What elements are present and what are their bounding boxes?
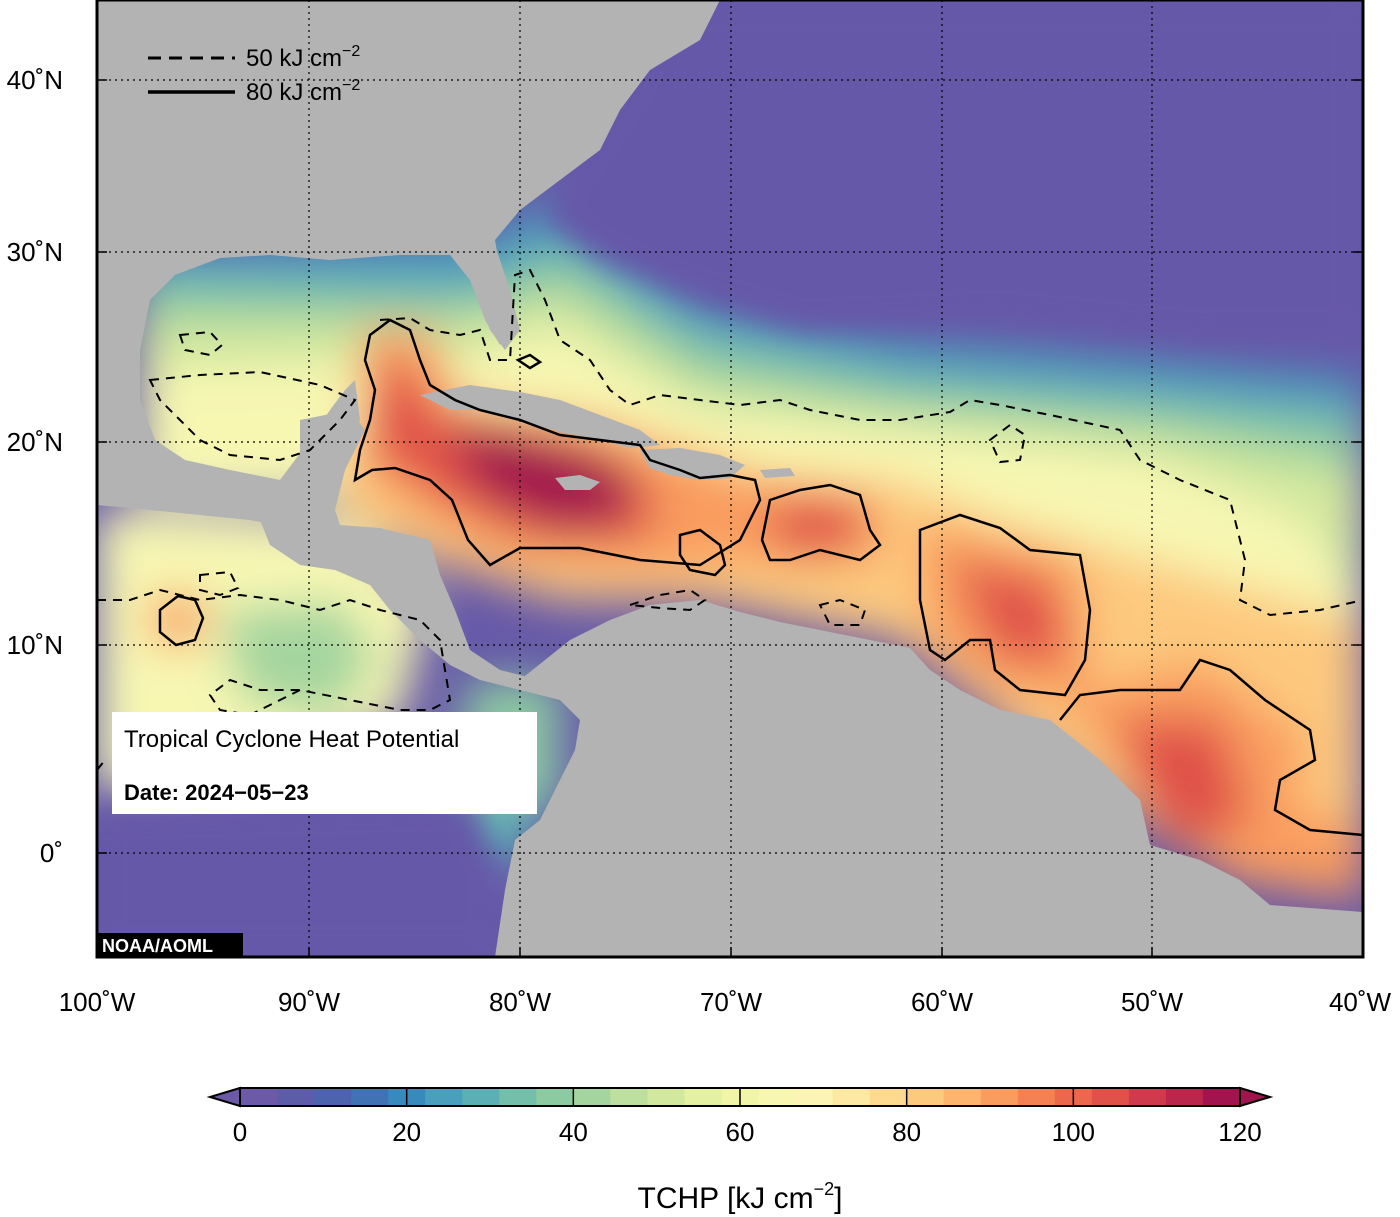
contours-dashed <box>97 268 1363 771</box>
colorbar-cell <box>240 1088 278 1106</box>
lat-tick-label: 10˚N <box>7 630 63 660</box>
map-frame <box>95 0 1365 959</box>
legend-dashed-sup: −2 <box>342 43 360 60</box>
lat-tick-labels: 40˚N 30˚N 20˚N 10˚N 0˚ <box>7 65 63 868</box>
credit-label: NOAA/AOML <box>102 936 213 956</box>
lon-tick-label: 50˚W <box>1121 987 1184 1017</box>
colorbar-cell <box>425 1088 463 1106</box>
lon-tick-label: 70˚W <box>700 987 763 1017</box>
lon-tick-label: 60˚W <box>911 987 974 1017</box>
puerto-rico-land <box>760 468 795 478</box>
colorbar-cell <box>277 1088 315 1106</box>
colorbar-tick-label: 80 <box>892 1117 921 1147</box>
colorbar-cell <box>647 1088 686 1106</box>
credit-background <box>97 933 243 957</box>
colorbar-title-main: TCHP [kJ cm <box>638 1182 814 1215</box>
contour-80-caribbean <box>353 318 762 567</box>
contour-80-bahamas <box>515 353 543 370</box>
lon-tick-label: 100˚W <box>59 987 136 1017</box>
land-masses <box>97 0 1363 957</box>
colorbar-title: TCHP [kJ cm−2] <box>638 1179 843 1215</box>
map-ticks <box>97 79 1363 957</box>
contour-80-south-atlantic <box>1059 658 1363 837</box>
colorbar-cell <box>869 1088 908 1106</box>
colorbar-cell <box>943 1088 982 1106</box>
map-area: 50 kJ cm−2 80 kJ cm−2 Tropical Cyclone H… <box>97 0 1363 957</box>
svg-text:80 kJ cm−2: 80 kJ cm−2 <box>246 77 360 106</box>
colorbar-cell <box>1165 1088 1204 1106</box>
colorbar-cell <box>573 1088 611 1106</box>
colorbar-tick-label: 20 <box>392 1117 421 1147</box>
legend-solid-sup: −2 <box>342 77 360 94</box>
colorbar-cell <box>462 1088 500 1106</box>
colorbar-cell <box>1017 1088 1056 1106</box>
lon-tick-label: 80˚W <box>489 987 552 1017</box>
colorbar: 0 20 40 60 80 100 120 TCHP [kJ cm−2] <box>206 1086 1274 1215</box>
contour-80-central-atlantic <box>918 513 1092 697</box>
colorbar-tick-label: 100 <box>1052 1117 1095 1147</box>
central-america-land <box>240 410 600 720</box>
colorbar-title-end: ] <box>834 1182 842 1215</box>
colorbar-cell <box>980 1088 1019 1106</box>
lat-tick-label: 0˚ <box>40 838 63 868</box>
colorbar-tick-label: 40 <box>559 1117 588 1147</box>
contour-50-islands <box>988 423 1027 464</box>
lon-tick-labels: 100˚W 90˚W 80˚W 70˚W 60˚W 50˚W 40˚W <box>59 987 1392 1017</box>
colorbar-arrow-right <box>1239 1086 1274 1108</box>
contour-80-east-caribbean <box>760 483 882 562</box>
contour-80-pacific <box>158 594 205 647</box>
info-box-title: Tropical Cyclone Heat Potential <box>124 726 459 753</box>
contour-50-gulf-small <box>178 330 224 357</box>
cold-atlantic <box>540 0 1363 340</box>
colorbar-cell <box>1128 1088 1167 1106</box>
lon-tick-label: 90˚W <box>278 987 341 1017</box>
info-box: Tropical Cyclone Heat Potential Date: 20… <box>112 712 537 814</box>
contour-80-north-venezuela <box>678 528 727 577</box>
lat-tick-label: 40˚N <box>7 65 63 95</box>
contour-legend: 50 kJ cm−2 80 kJ cm−2 <box>148 43 360 106</box>
hispaniola-land <box>640 448 745 480</box>
contour-50-trinidad <box>818 598 867 626</box>
florida-land <box>470 245 520 350</box>
contours <box>158 318 1363 837</box>
colorbar-title-sup: −2 <box>814 1179 835 1199</box>
south-america-land <box>495 600 1363 957</box>
colorbar-cell <box>314 1088 352 1106</box>
colorbar-tick-label: 120 <box>1218 1117 1261 1147</box>
colorbar-cell <box>351 1088 389 1106</box>
contour-50-north <box>379 268 1363 617</box>
cuba-land <box>420 385 660 448</box>
lat-tick-label: 20˚N <box>7 427 63 457</box>
cold-south-pacific <box>97 800 500 957</box>
info-box-date: Date: 2024−05−23 <box>124 780 309 805</box>
colorbar-cell <box>906 1088 945 1106</box>
lon-tick-label: 40˚W <box>1329 987 1392 1017</box>
legend-solid-label: 80 kJ cm <box>246 79 342 106</box>
lat-tick-label: 30˚N <box>7 237 63 267</box>
colorbar-tick-label: 60 <box>726 1117 755 1147</box>
svg-text:50 kJ cm−2: 50 kJ cm−2 <box>246 43 360 72</box>
gridlines <box>97 0 1363 957</box>
colorbar-tick-label: 0 <box>233 1117 247 1147</box>
contour-50-pacific-b <box>97 588 452 717</box>
legend-dashed-label: 50 kJ cm <box>246 45 342 72</box>
colorbar-cell <box>1091 1088 1130 1106</box>
colorbar-cell <box>610 1088 649 1106</box>
colorbar-cell <box>1202 1088 1241 1106</box>
colorbar-cell <box>795 1088 834 1106</box>
colorbar-cell <box>536 1088 574 1106</box>
colorbar-cell <box>758 1088 797 1106</box>
colorbar-cell <box>832 1088 871 1106</box>
contour-50-gulf <box>148 370 357 462</box>
contour-50-venezuela <box>629 588 707 612</box>
colorbar-cell <box>499 1088 537 1106</box>
colorbar-ticks: 0 20 40 60 80 100 120 <box>233 1088 1262 1147</box>
colorbar-arrow-left <box>206 1086 241 1108</box>
colorbar-cell <box>684 1088 723 1106</box>
north-america-land <box>97 0 720 530</box>
jamaica-land <box>555 475 600 490</box>
